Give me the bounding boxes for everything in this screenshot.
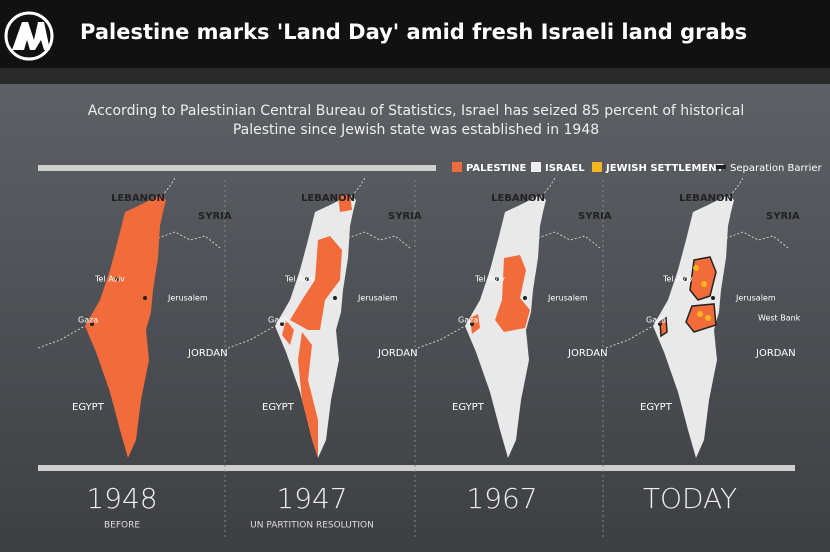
intro-line: Palestine since Jewish state was establi… [233,122,599,138]
year: 1948 [86,482,157,515]
map-panel: LEBANON SYRIA Tel Aviv Jerusalem Gaza JORDAN E… [605,177,801,515]
spacer [0,68,830,84]
city-dot [280,322,284,326]
map-label: JORDAN [187,348,228,359]
palestine-area [338,195,352,212]
map-label: Tel Aviv [662,275,693,284]
map-label: LEBANON [301,193,355,204]
city-dot [683,277,687,281]
city-dot [658,322,662,326]
map-label: SYRIA [198,211,232,222]
map-label: Gaza [646,316,666,325]
palestine-area [290,236,342,330]
map-label: JORDAN [377,348,418,359]
country-outline [85,195,166,458]
map-label: West Bank [758,314,801,323]
legend-label: Separation Barrier [730,163,823,174]
map-panel: LEBANON SYRIA Tel Aviv Jerusalem Gaza JORDAN E… [227,177,422,531]
palestine-area [495,255,530,332]
headline: Palestine marks 'Land Day' amid fresh Is… [80,20,747,44]
city-dot [115,277,119,281]
map-label: Jerusalem [167,294,208,303]
legend-swatch [531,162,541,172]
map-panel: LEBANON SYRIA Tel Aviv Jerusalem Gaza JORDAN E… [417,177,612,515]
map-label: EGYPT [262,402,295,413]
city-dot [470,322,474,326]
year: TODAY [643,482,737,515]
border-line [157,177,221,249]
maps: LEBANON SYRIA Tel Aviv Jerusalem Gaza JORDAN E… [37,177,801,540]
year-caption: BEFORE [104,521,140,531]
settlement [701,281,707,287]
map-label: SYRIA [578,211,612,222]
city-dot [495,277,499,281]
map-label: Jerusalem [735,294,776,303]
palestine-area [282,320,294,345]
top-rule [38,165,436,171]
logo[interactable] [4,11,54,61]
map-label: SYRIA [388,211,422,222]
intro-line: According to Palestinian Central Bureau … [88,103,744,119]
legend-swatch [452,162,462,172]
legend-label: JEWISH SETTLEMENT [605,163,724,174]
year: 1947 [276,482,347,515]
year-caption: UN PARTITION RESOLUTION [250,521,374,531]
border-line [725,177,789,249]
map-label: Tel Aviv [474,275,505,284]
header-bar [0,0,830,68]
palestine-area [470,314,480,334]
map-label: Gaza [458,316,478,325]
legend-label: ISRAEL [545,163,585,174]
logo-mark [12,22,50,50]
map-label: Tel Aviv [94,275,125,284]
settlement [697,311,703,317]
bottom-rule [38,465,795,471]
palestine-area [685,303,717,333]
map-label: SYRIA [766,211,800,222]
map-label: Tel Aviv [284,275,315,284]
city-dot [305,277,309,281]
city-dot [333,296,337,300]
map-label: EGYPT [72,402,105,413]
legend-swatch [592,162,602,172]
map-label: Gaza [268,316,288,325]
city-dot [711,296,715,300]
palestine-area [298,332,318,458]
map-panel: LEBANON SYRIA Tel Aviv Jerusalem Gaza JORDAN E… [37,177,232,531]
map-label: EGYPT [640,402,673,413]
map-label: Jerusalem [547,294,588,303]
city-dot [523,296,527,300]
map-label: LEBANON [679,193,733,204]
legend-label: PALESTINE [466,163,526,174]
border-line [537,177,601,249]
border-line [347,177,411,249]
map-label: LEBANON [491,193,545,204]
settlement [705,315,711,321]
map-label: LEBANON [111,193,165,204]
city-dot [143,296,147,300]
city-dot [90,322,94,326]
palestine-area [659,316,668,338]
map-label: EGYPT [452,402,485,413]
legend-swatch [716,165,726,169]
map-label: JORDAN [567,348,608,359]
legend: PALESTINE ISRAEL JEWISH SETTLEMENT Separati… [452,162,823,174]
logo-ring [4,11,54,61]
year: 1967 [466,482,537,515]
map-label: JORDAN [755,348,796,359]
map-label: Jerusalem [357,294,398,303]
settlement [693,265,699,271]
map-label: Gaza [78,316,98,325]
